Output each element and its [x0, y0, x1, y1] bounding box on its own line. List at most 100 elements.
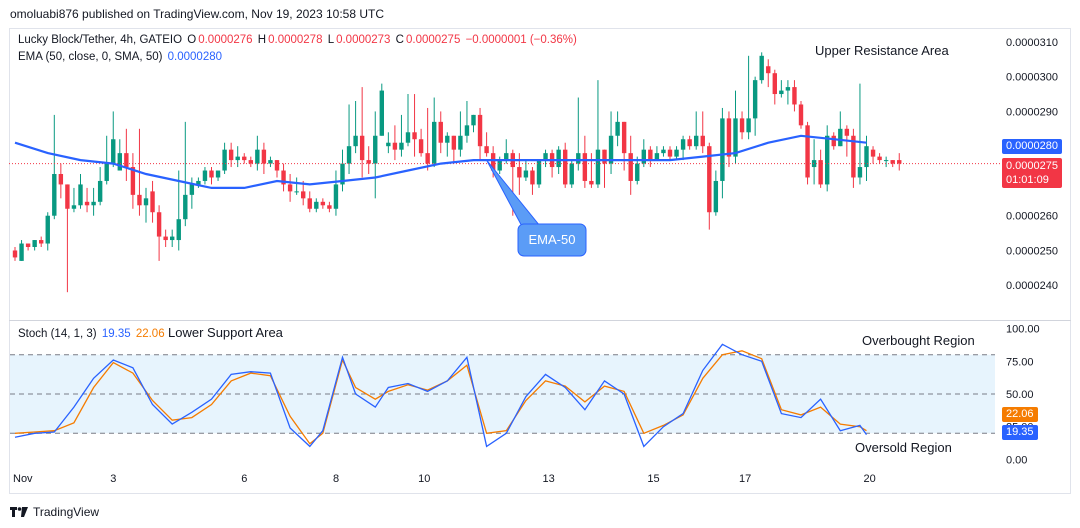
candle-body [386, 142, 391, 147]
candle-body [700, 135, 705, 147]
time-tick-label: 8 [333, 473, 339, 485]
candle-body [805, 125, 810, 178]
candle-body [19, 243, 24, 261]
price-tick-label: 0.0000290 [1006, 106, 1058, 118]
open-value: 0.0000276 [198, 34, 253, 46]
chart-frame [9, 28, 1071, 494]
candle-body [857, 167, 863, 178]
high-value: 0.0000278 [268, 34, 323, 46]
candle-body [687, 139, 692, 147]
time-tick-label: 3 [110, 473, 116, 485]
price-tick-label: 0.0000250 [1006, 245, 1058, 257]
publish-header: omoluabi876 published on TradingView.com… [10, 7, 385, 21]
candle-body [831, 135, 836, 147]
candle-body [589, 180, 594, 185]
candle-body [242, 156, 247, 161]
time-tick-label: 13 [543, 473, 555, 485]
candle-body [104, 163, 109, 181]
candle-body [766, 66, 771, 74]
candle-body [484, 146, 489, 154]
candle-body [268, 160, 273, 164]
candle-body [235, 156, 240, 161]
time-tick-label: 15 [647, 473, 659, 485]
ema-callout-text: EMA-50 [529, 232, 576, 247]
candle-body [648, 149, 653, 161]
price-tick-label: 0.0000300 [1006, 72, 1058, 84]
candle-body [294, 191, 299, 193]
candle-body [183, 194, 188, 220]
candle-body [628, 153, 633, 181]
candle-body [576, 153, 581, 164]
candle-body [71, 205, 77, 209]
candle-body [405, 132, 411, 143]
candle-body [733, 118, 738, 157]
candle-body [143, 198, 149, 206]
symbol-label: Lucky Block/Tether, 4h, GATEIO [18, 34, 183, 46]
time-tick-label: 10 [418, 473, 430, 485]
candle-body [870, 149, 876, 157]
candle-body [111, 139, 116, 164]
candle-body [12, 250, 18, 258]
ema-price-tag: 0.0000280 [1002, 139, 1062, 154]
change-value: −0.0000001 (−0.36%) [465, 34, 577, 46]
candle-body [798, 104, 804, 126]
candle-body [248, 160, 253, 164]
candle-body [530, 170, 535, 185]
bar-countdown: 01:01:09 [1006, 174, 1049, 186]
candle-body [222, 149, 227, 171]
candle-body [52, 174, 57, 216]
candle-body [713, 180, 719, 213]
candle-body [340, 163, 345, 185]
overbought-note: Overbought Region [862, 333, 975, 348]
candle-body [752, 80, 758, 119]
candle-body [615, 121, 620, 136]
time-tick-label: 17 [739, 473, 751, 485]
candle-body [582, 153, 588, 181]
candle-body [209, 170, 214, 178]
stoch-k-tag: 19.35 [1002, 425, 1038, 440]
candle-body [641, 149, 646, 164]
candle-body [464, 125, 470, 136]
candle-body [117, 153, 122, 171]
candle-body [654, 153, 660, 161]
candle-body [301, 191, 306, 199]
stoch-legend: Stoch (14, 1, 3) 19.35 22.06 [18, 328, 167, 340]
candle-body [445, 135, 450, 143]
candle-body [759, 55, 764, 81]
candle-body [432, 121, 437, 164]
candle-body [844, 128, 850, 136]
tradingview-brand: TradingView [33, 505, 100, 519]
candle-body [746, 118, 751, 133]
candle-body [346, 146, 352, 164]
stoch-k-value: 19.35 [101, 328, 131, 340]
oversold-note: Oversold Region [855, 440, 952, 455]
tradingview-footer[interactable]: TradingView [10, 505, 99, 519]
candle-body [490, 153, 496, 171]
candle-body [694, 135, 699, 147]
candle-body [543, 153, 548, 161]
candle-body [412, 132, 417, 140]
time-tick-label: 6 [241, 473, 247, 485]
candle-body [517, 167, 522, 178]
candle-body [720, 118, 725, 181]
ema-value: 0.0000280 [167, 51, 223, 63]
price-legend: Lucky Block/Tether, 4h, GATEIO O 0.000027… [18, 34, 579, 46]
candle-body [58, 174, 64, 185]
candle-body [392, 142, 398, 150]
candle-body [150, 191, 155, 213]
high-label: H [257, 34, 267, 46]
ema50-line [14, 134, 867, 189]
ema-legend: EMA (50, close, 0, SMA, 50) 0.0000280 [18, 51, 224, 63]
last-price-value: 0.0000275 [1006, 160, 1058, 172]
price-tick-label: 0.0000240 [1006, 280, 1058, 292]
candle-body [156, 212, 162, 237]
candle-body [595, 149, 601, 185]
candle-body [504, 153, 509, 161]
upper-resistance-note: Upper Resistance Area [815, 43, 949, 58]
candle-body [215, 170, 221, 178]
candle-body [707, 146, 712, 213]
candle-body [45, 215, 50, 244]
tradingview-logo-icon [10, 507, 28, 517]
candle-body [130, 167, 136, 195]
